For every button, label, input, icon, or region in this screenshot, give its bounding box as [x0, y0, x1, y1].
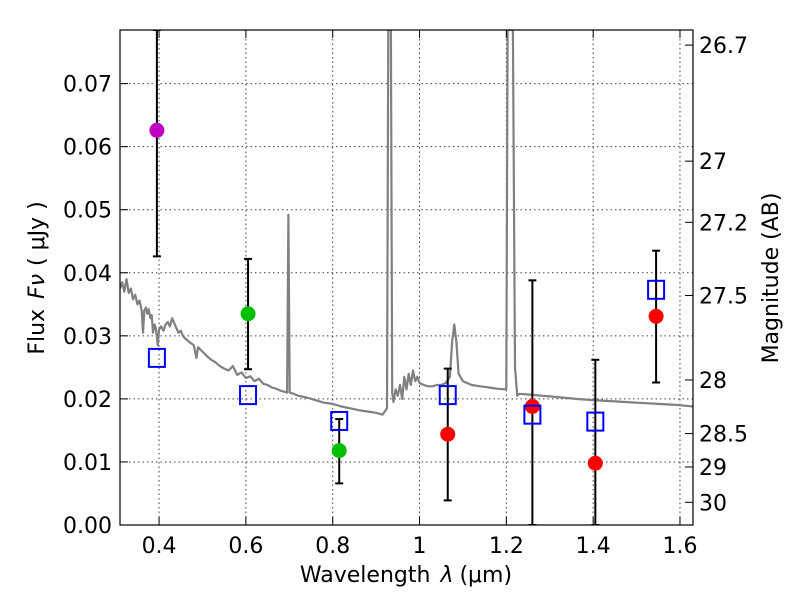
magnitude-tick-label: 27.5 [699, 284, 748, 309]
x-tick-label: 1.2 [489, 534, 524, 559]
magnitude-tick-label: 29 [699, 456, 727, 481]
ticks: 0.4 0.6 0.8 1 1.2 1.4 1.6 0.00 0.01 0.02 0.03 0.04 0… [63, 30, 748, 559]
y-tick-label: 0.02 [63, 388, 112, 413]
magnitude-tick-label: 28 [699, 369, 727, 394]
y-tick-label: 0.01 [63, 451, 112, 476]
model-photometry-square [647, 279, 666, 300]
magnitude-tick-label: 26.7 [699, 34, 748, 59]
observed-flux-point [440, 426, 456, 442]
grid [120, 30, 693, 526]
y-tick-label: 0.07 [63, 73, 112, 98]
x-tick-label: 1.6 [662, 534, 697, 559]
x-axis-title: Wavelength λ (μm) [300, 563, 512, 588]
model-photometry-square [147, 347, 166, 368]
y-tick-label: 0.04 [63, 262, 112, 287]
x-tick-label: 1.4 [576, 534, 611, 559]
y-tick-label: 0.06 [63, 136, 112, 161]
y-tick-label: 0.05 [63, 199, 112, 224]
magnitude-tick-label: 27 [699, 150, 727, 175]
observed-flux-point [587, 455, 603, 471]
observed-flux-point [331, 443, 347, 459]
model-spectrum-line [120, 30, 693, 416]
plot-area [120, 30, 693, 525]
x-tick-label: 1 [413, 534, 427, 559]
y-tick-label: 0.00 [63, 514, 112, 539]
model-photometry-square [438, 385, 457, 406]
observed-flux-point [149, 122, 165, 138]
model-photometry-square [330, 410, 349, 431]
magnitude-tick-label: 30 [699, 491, 727, 516]
x-tick-label: 0.4 [142, 534, 177, 559]
y2-axis-title: Magnitude (AB) [759, 193, 784, 364]
model-photometry-square [239, 385, 258, 406]
x-tick-label: 0.8 [315, 534, 350, 559]
observed-flux-point [648, 308, 664, 324]
plot-frame [119, 29, 694, 526]
model-photometry-square [523, 404, 542, 425]
magnitude-tick-label: 28.5 [699, 423, 748, 448]
y-tick-label: 0.03 [63, 325, 112, 350]
magnitude-tick-label: 27.2 [699, 211, 748, 236]
observed-flux-point [240, 306, 256, 322]
model-photometry-square [586, 411, 605, 432]
y-axis-title: FluxFν( μJy ) [25, 201, 50, 354]
x-tick-label: 0.6 [228, 534, 263, 559]
